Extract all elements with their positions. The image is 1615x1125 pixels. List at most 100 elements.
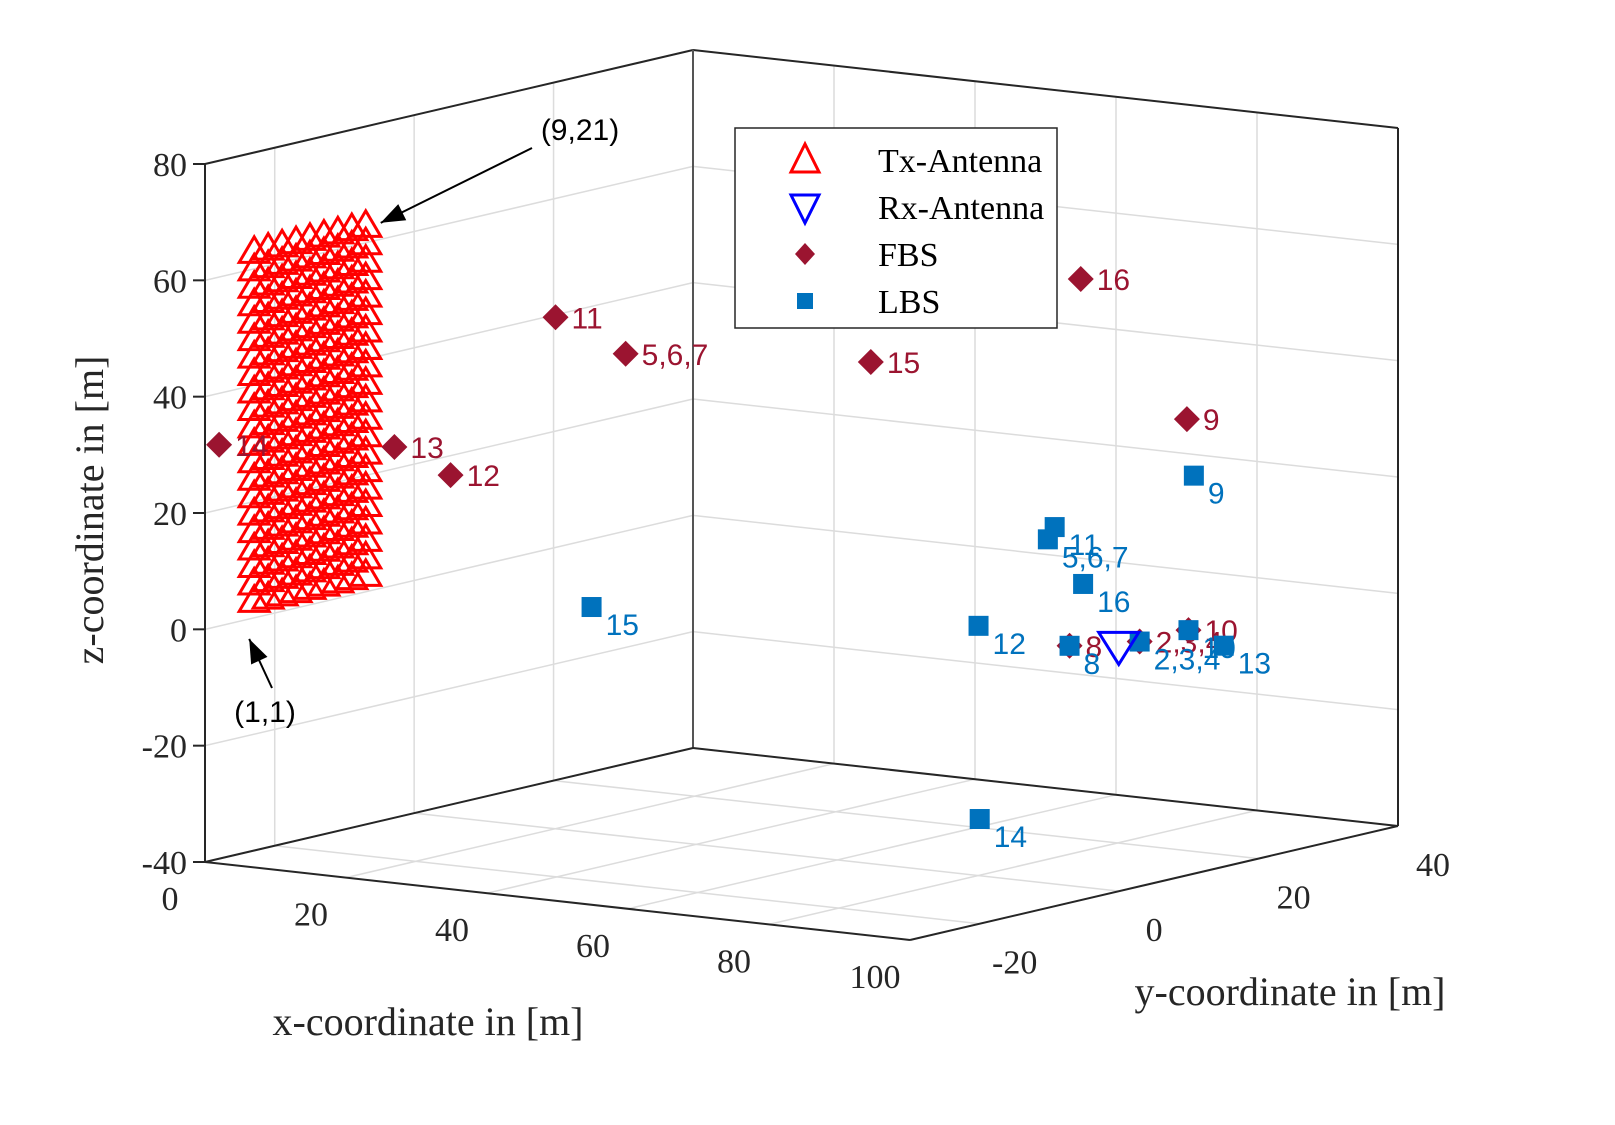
tx-antenna-marker	[292, 325, 328, 356]
tx-antenna-marker	[306, 269, 342, 300]
grid-line	[692, 630, 1399, 711]
tx-antenna-marker	[348, 434, 384, 465]
legend: Tx-Antenna Rx-Antenna FBS LBS	[734, 127, 1058, 329]
tx-antenna-marker	[306, 531, 342, 562]
tx-antenna-marker	[278, 293, 314, 324]
tx-antenna-marker	[348, 277, 384, 308]
legend-label: FBS	[878, 237, 939, 274]
tx-antenna-marker	[334, 228, 370, 259]
z-tick-label: 40	[153, 380, 187, 417]
tx-antenna-marker	[264, 471, 300, 502]
tx-antenna-marker	[236, 495, 272, 526]
tx-antenna-marker	[250, 562, 286, 593]
x-tick-label: 0	[162, 881, 179, 918]
tx-antenna-marker	[320, 458, 356, 489]
tx-antenna-marker	[320, 493, 356, 524]
legend-label: Rx-Antenna	[878, 190, 1044, 227]
tx-antenna-marker	[334, 525, 370, 556]
tx-antenna-marker	[348, 207, 384, 238]
legend-item-fbs: FBS	[795, 237, 939, 274]
tx-antenna-marker	[264, 384, 300, 415]
tx-antenna-marker	[292, 482, 328, 513]
grid-line	[274, 844, 980, 925]
tx-antenna-marker	[348, 330, 384, 360]
tx-antenna-marker	[320, 319, 356, 350]
x-tick-label: 40	[435, 912, 469, 949]
tx-antenna-marker	[278, 259, 314, 290]
tx-antenna-marker	[278, 520, 314, 551]
x-tick-label: 60	[576, 928, 610, 965]
tx-antenna-marker	[278, 433, 314, 464]
lbs-label: 2,3,4	[1154, 644, 1221, 677]
tx-antenna-marker	[250, 352, 286, 383]
tx-antenna-marker	[320, 371, 356, 402]
tx-antenna-marker	[306, 496, 342, 527]
tx-antenna-marker	[320, 249, 356, 280]
tx-antenna-marker	[320, 266, 356, 297]
tx-antenna-marker	[264, 227, 300, 258]
tx-antenna-marker	[264, 244, 300, 275]
tx-antenna-marker	[236, 268, 272, 299]
tx-antenna-marker	[278, 573, 314, 604]
fbs-marker	[857, 348, 884, 375]
tx-antenna-marker	[278, 276, 314, 307]
grid-line	[414, 812, 1120, 892]
tx-antenna-marker	[320, 511, 356, 541]
legend-item-rx-antenna: Rx-Antenna	[788, 190, 1044, 227]
tx-antenna-marker	[320, 476, 356, 507]
tx-antenna-marker	[236, 338, 272, 369]
tx-antenna-marker	[250, 457, 286, 488]
lbs-marker	[1044, 517, 1065, 538]
grid-line	[553, 779, 1259, 860]
arrow-9-21-line	[380, 147, 533, 224]
tx-antenna-marker	[264, 541, 300, 572]
lbs-marker	[968, 615, 989, 636]
tx-antenna-marker	[278, 538, 314, 569]
tx-antenna-marker	[278, 416, 314, 447]
tx-antenna-marker	[334, 403, 370, 434]
tx-antenna-marker	[264, 279, 300, 310]
fbs-label: 9	[1203, 404, 1220, 437]
lbs-marker	[1073, 573, 1094, 594]
tx-antenna-marker	[292, 569, 328, 600]
tx-antenna-marker	[348, 556, 384, 587]
tx-antenna-marker	[236, 303, 272, 334]
tx-antenna-marker	[250, 387, 286, 418]
tx-antenna-marker	[306, 339, 342, 370]
tx-antenna-marker	[334, 455, 370, 486]
tx-antenna-marker	[292, 412, 328, 443]
lbs-label: 11	[1069, 529, 1100, 562]
tx-antenna-marker	[348, 312, 384, 343]
tx-antenna-marker	[278, 381, 314, 412]
tx-antenna-marker	[334, 420, 370, 451]
tx-antenna-marker	[348, 364, 384, 395]
y-axis-label: y-coordinate in [m]	[1135, 969, 1446, 1014]
z-axis-label: z-coordinate in [m]	[67, 356, 112, 665]
tx-antenna-marker	[278, 328, 314, 359]
y-tick-label: 20	[1277, 880, 1311, 917]
tx-antenna-marker	[264, 558, 300, 589]
tx-antenna-marker	[236, 356, 272, 387]
annotations: (1,1) (9,21)	[234, 114, 619, 729]
tx-antenna-marker	[334, 507, 370, 538]
fbs-marker	[1067, 266, 1094, 293]
y-axis-line	[909, 825, 1399, 941]
tx-antenna-marker	[250, 509, 286, 540]
tx-antenna-marker	[306, 479, 342, 510]
tx-antenna-marker	[292, 535, 328, 565]
y-tick-label: 0	[1146, 912, 1163, 949]
tx-antenna-marker	[306, 252, 342, 283]
tx-antenna-marker	[334, 560, 370, 591]
tx-antenna-marker	[264, 419, 300, 450]
tx-antenna-marker	[264, 506, 300, 537]
tx-antenna-marker	[292, 273, 328, 304]
tx-antenna-marker	[348, 225, 384, 256]
x-tick-label: 100	[850, 959, 901, 996]
tx-antenna-marker	[250, 300, 286, 331]
lbs-label: 13	[1238, 648, 1271, 681]
tx-antenna-marker	[348, 469, 384, 500]
box-edge	[204, 49, 694, 165]
tx-antenna-marker	[250, 422, 286, 453]
tx-antenna-marker	[334, 472, 370, 503]
